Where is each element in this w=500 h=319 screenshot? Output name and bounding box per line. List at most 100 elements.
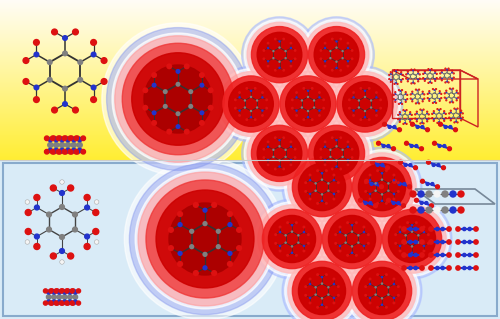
Circle shape: [406, 254, 409, 257]
Circle shape: [406, 221, 409, 224]
Circle shape: [52, 300, 56, 304]
Circle shape: [285, 150, 359, 224]
Circle shape: [130, 163, 280, 315]
Circle shape: [414, 266, 418, 270]
Bar: [0, 44, 500, 45]
Circle shape: [78, 148, 82, 152]
Circle shape: [62, 50, 68, 56]
Circle shape: [68, 295, 72, 299]
Circle shape: [267, 47, 270, 49]
Circle shape: [410, 94, 411, 95]
Circle shape: [350, 224, 354, 226]
Circle shape: [398, 249, 402, 252]
Circle shape: [22, 78, 30, 85]
Circle shape: [422, 91, 423, 92]
Bar: [0, 126, 500, 127]
Circle shape: [380, 200, 384, 202]
Circle shape: [441, 241, 444, 244]
Circle shape: [418, 103, 420, 104]
Circle shape: [322, 209, 382, 269]
Circle shape: [282, 167, 285, 170]
Circle shape: [358, 106, 360, 109]
Circle shape: [374, 293, 377, 296]
Bar: [0, 4, 500, 5]
Circle shape: [94, 200, 99, 204]
Bar: [0, 121, 500, 122]
Circle shape: [62, 136, 66, 141]
Circle shape: [462, 253, 466, 256]
Bar: [0, 98, 500, 99]
Circle shape: [380, 282, 384, 285]
Circle shape: [256, 106, 258, 109]
Bar: [0, 20, 500, 21]
Circle shape: [456, 266, 460, 270]
Circle shape: [348, 153, 416, 221]
Bar: [0, 136, 500, 137]
Bar: [0, 65, 500, 66]
Circle shape: [304, 181, 307, 184]
Circle shape: [184, 129, 190, 135]
Circle shape: [336, 165, 338, 168]
Circle shape: [387, 189, 390, 192]
Circle shape: [274, 38, 276, 41]
Bar: [0, 142, 500, 143]
Circle shape: [223, 76, 279, 132]
Bar: [0, 89, 500, 90]
Circle shape: [348, 107, 351, 110]
Circle shape: [90, 39, 97, 46]
Circle shape: [346, 47, 349, 49]
Circle shape: [247, 121, 312, 186]
Bar: [0, 145, 500, 146]
Circle shape: [360, 87, 362, 90]
Circle shape: [202, 221, 207, 226]
Circle shape: [346, 65, 350, 68]
Circle shape: [208, 105, 214, 111]
Bar: [0, 60, 500, 61]
Circle shape: [278, 159, 280, 162]
Bar: [0, 11, 500, 12]
Circle shape: [166, 63, 172, 69]
Circle shape: [278, 46, 280, 49]
Circle shape: [427, 111, 428, 112]
Circle shape: [418, 207, 424, 213]
Circle shape: [318, 205, 386, 273]
Circle shape: [342, 156, 344, 158]
Circle shape: [332, 174, 336, 177]
Circle shape: [380, 178, 384, 181]
Circle shape: [62, 300, 66, 304]
Circle shape: [272, 57, 274, 59]
Circle shape: [427, 119, 428, 120]
Bar: [0, 90, 500, 91]
Circle shape: [176, 124, 180, 129]
Bar: [0, 71, 500, 72]
Circle shape: [166, 129, 172, 135]
Circle shape: [370, 99, 372, 102]
Circle shape: [392, 179, 395, 182]
Circle shape: [404, 122, 406, 123]
Circle shape: [437, 122, 438, 123]
Circle shape: [320, 49, 322, 52]
Circle shape: [450, 118, 451, 119]
Circle shape: [250, 96, 252, 98]
Circle shape: [314, 131, 359, 176]
Bar: [0, 22, 500, 23]
Circle shape: [295, 91, 298, 94]
Circle shape: [34, 51, 40, 57]
Circle shape: [84, 243, 90, 249]
Circle shape: [244, 106, 246, 109]
Circle shape: [81, 150, 86, 154]
Circle shape: [320, 57, 322, 60]
Circle shape: [304, 285, 307, 288]
Circle shape: [429, 266, 433, 270]
Bar: [0, 9, 500, 10]
Circle shape: [404, 234, 407, 237]
Circle shape: [122, 43, 234, 155]
Circle shape: [199, 72, 205, 78]
Circle shape: [304, 22, 369, 87]
Bar: [0, 38, 500, 39]
Circle shape: [428, 69, 429, 70]
Circle shape: [385, 306, 388, 309]
Circle shape: [369, 179, 372, 182]
Circle shape: [408, 185, 412, 189]
Circle shape: [338, 249, 342, 252]
